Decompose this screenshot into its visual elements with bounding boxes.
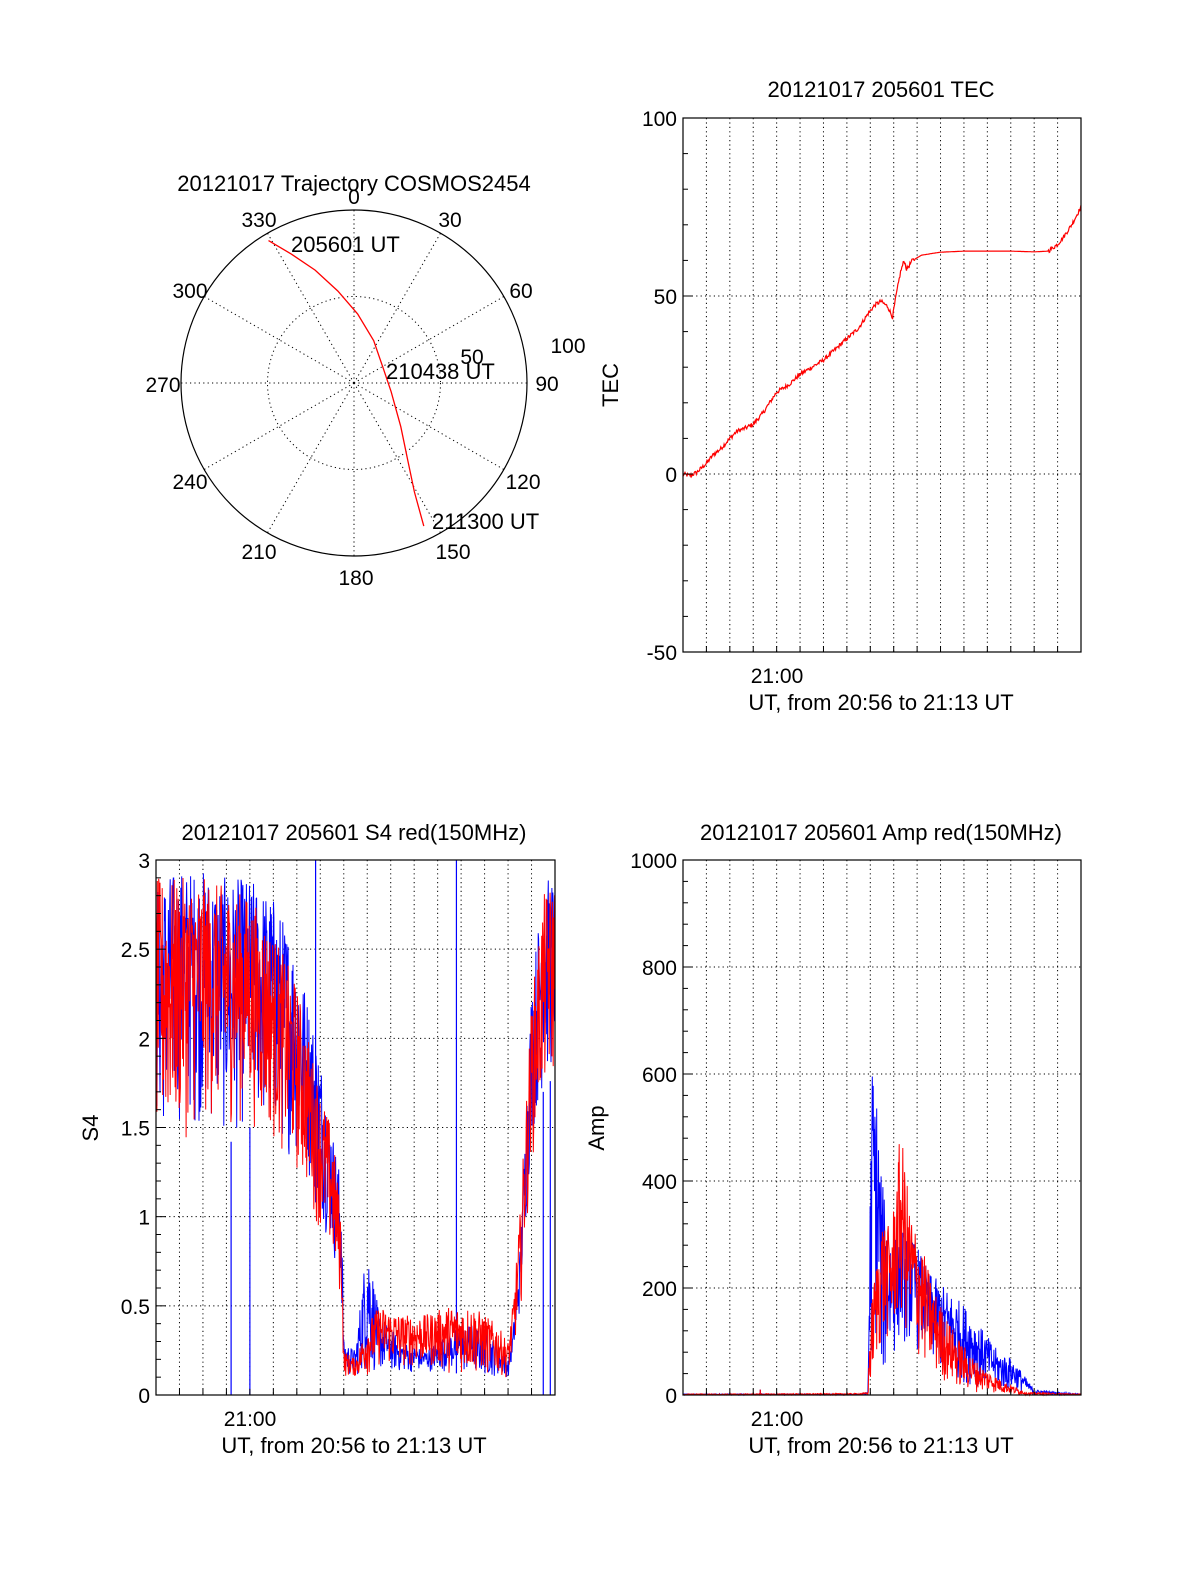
amp-y-tick-label-2: 400 <box>642 1171 677 1194</box>
amp-y-tick-label-1: 200 <box>642 1278 677 1301</box>
amp-y-tick-labels: 0 200 400 600 800 1000 <box>630 850 677 1408</box>
s4-ticks <box>156 859 533 1396</box>
polar-title: 20121017 Trajectory COSMOS2454 <box>177 171 530 196</box>
amp-x-axis-label: UT, from 20:56 to 21:13 UT <box>748 1433 1013 1458</box>
s4-y-tick-label-1: 0.5 <box>121 1296 150 1319</box>
polar-az-label-120: 120 <box>505 471 540 494</box>
s4-y-tick-label-4: 2 <box>138 1028 150 1051</box>
polar-annotation-start: 205601 UT <box>291 232 400 257</box>
polar-elevation-label-50: 50 <box>460 346 483 369</box>
tec-plot-frame <box>682 117 1082 653</box>
tec-y-tick-label-2: 50 <box>654 286 677 309</box>
tec-y-axis-label: TEC <box>598 363 623 407</box>
s4-title: 20121017 205601 S4 red(150MHz) <box>182 820 527 845</box>
polar-az-label-0: 0 <box>348 186 360 209</box>
tec-y-tick-label-0: -50 <box>647 642 677 665</box>
amp-y-tick-label-3: 600 <box>642 1064 677 1087</box>
tec-title: 20121017 205601 TEC <box>767 77 994 102</box>
amp-plot-frame <box>682 859 1082 1396</box>
s4-y-tick-label-0: 0 <box>138 1385 150 1408</box>
s4-series-1-trace <box>155 877 556 1378</box>
polar-grid-spoke-300 <box>203 296 355 384</box>
tec-panel: 20121017 205601 TEC -50 0 50 100 21:00 UT, … <box>598 77 1082 715</box>
amp-series-layer <box>682 1076 1082 1397</box>
tec-series-0-line <box>682 204 1082 479</box>
polar-az-label-300: 300 <box>172 280 207 303</box>
polar-az-label-330: 330 <box>241 209 276 232</box>
polar-elevation-label-100: 100 <box>550 335 585 358</box>
s4-x-axis-label: UT, from 20:56 to 21:13 UT <box>221 1433 486 1458</box>
polar-trajectory-panel: 20121017 Trajectory COSMOS2454 0 30 60 9… <box>145 171 585 590</box>
amp-grid <box>683 860 1081 1395</box>
amp-y-tick-label-4: 800 <box>642 957 677 980</box>
tec-y-tick-label-1: 0 <box>665 464 677 487</box>
polar-az-label-60: 60 <box>509 280 532 303</box>
polar-annotation-mid: 210438 UT <box>386 359 495 384</box>
s4-y-tick-label-6: 3 <box>138 850 150 873</box>
polar-az-label-210: 210 <box>241 541 276 564</box>
polar-outer-circle <box>180 209 528 557</box>
polar-az-label-30: 30 <box>438 209 461 232</box>
amp-panel: 20121017 205601 Amp red(150MHz) 0 200 400 6… <box>584 820 1082 1458</box>
tec-series-layer <box>682 204 1082 479</box>
polar-grid-spoke-120 <box>353 382 505 470</box>
s4-x-tick-label: 21:00 <box>224 1408 277 1431</box>
polar-grid-spoke-240 <box>203 382 355 470</box>
amp-y-tick-label-0: 0 <box>665 1385 677 1408</box>
s4-y-axis-label: S4 <box>78 1115 103 1142</box>
polar-az-label-150: 150 <box>435 541 470 564</box>
tec-y-tick-labels: -50 0 50 100 <box>642 108 677 665</box>
s4-y-tick-label-5: 2.5 <box>121 939 150 962</box>
polar-az-label-180: 180 <box>338 567 373 590</box>
s4-y-tick-labels: 0 0.5 1 1.5 2 2.5 3 <box>121 850 150 1408</box>
polar-az-label-270: 270 <box>145 374 180 397</box>
s4-y-tick-label-2: 1 <box>138 1207 150 1230</box>
polar-grid-spoke-150 <box>353 382 441 534</box>
tec-grid <box>683 118 1081 652</box>
polar-az-label-240: 240 <box>172 471 207 494</box>
s4-series-layer <box>155 860 556 1395</box>
polar-grid <box>181 210 527 556</box>
polar-series-layer <box>268 240 425 527</box>
tec-x-tick-label: 21:00 <box>751 665 804 688</box>
amp-title: 20121017 205601 Amp red(150MHz) <box>700 820 1062 845</box>
polar-trajectory-line <box>268 240 425 527</box>
tec-x-axis-label: UT, from 20:56 to 21:13 UT <box>748 690 1013 715</box>
polar-az-label-90: 90 <box>535 373 558 396</box>
amp-y-tick-label-5: 1000 <box>630 850 677 873</box>
amp-y-axis-label: Amp <box>584 1105 609 1150</box>
polar-annotation-end: 211300 UT <box>432 509 539 534</box>
tec-ticks <box>683 117 1059 653</box>
s4-y-tick-label-3: 1.5 <box>121 1118 150 1141</box>
s4-panel: 20121017 205601 S4 red(150MHz) 0 0.5 1 1.5 2… <box>78 820 556 1458</box>
amp-x-tick-label: 21:00 <box>751 1408 804 1431</box>
polar-azimuth-labels: 0 30 60 90 120 150 180 210 240 270 300 3… <box>145 186 558 590</box>
tec-y-tick-label-3: 100 <box>642 108 677 131</box>
polar-grid-ring-50 <box>267 296 441 470</box>
amp-ticks <box>683 859 1059 1396</box>
